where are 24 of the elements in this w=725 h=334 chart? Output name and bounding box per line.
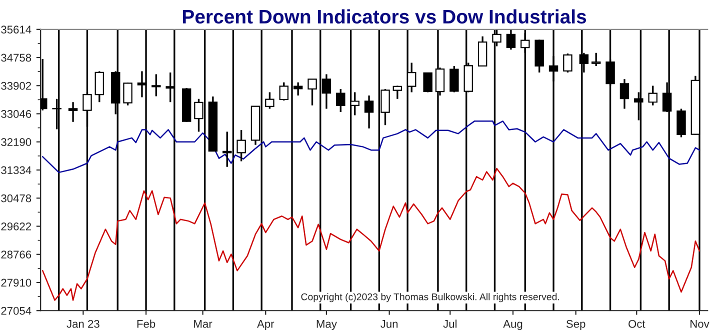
y-tick-label: 28766 xyxy=(1,250,32,259)
y-tick-label: 33046 xyxy=(1,110,32,118)
x-tick-label: Mar xyxy=(194,320,212,328)
x-tick-label: Aug xyxy=(503,320,522,330)
x-tick-label: Jul xyxy=(443,320,456,328)
x-tick-label: Jun xyxy=(380,320,398,328)
chart-title: Percent Down Indicators vs Dow Industrials xyxy=(182,9,586,24)
annotation: Copyright (c)2023 by Thomas Bulkowski. All rights reserved. xyxy=(301,293,560,302)
y-tick-label: 27054 xyxy=(1,306,32,315)
x-tick-label: Jan 23 xyxy=(66,320,100,328)
y-tick-label: 27910 xyxy=(1,278,32,287)
y-tick-label: 31334 xyxy=(1,166,32,174)
x-tick-label: Apr xyxy=(257,320,274,330)
y-tick-label: 33902 xyxy=(1,82,32,90)
x-tick-label: Feb xyxy=(137,320,156,328)
y-tick-label: 34758 xyxy=(1,54,32,62)
x-tick-label: Nov xyxy=(690,320,710,328)
x-tick-label: May xyxy=(316,320,337,330)
y-tick-label: 35614 xyxy=(1,26,32,34)
x-tick-label: Oct xyxy=(628,320,646,328)
y-tick-label: 29622 xyxy=(1,222,32,230)
y-tick-label: 32190 xyxy=(1,138,32,146)
x-tick-label: Sep xyxy=(566,320,586,330)
y-tick-label: 30478 xyxy=(1,194,32,202)
